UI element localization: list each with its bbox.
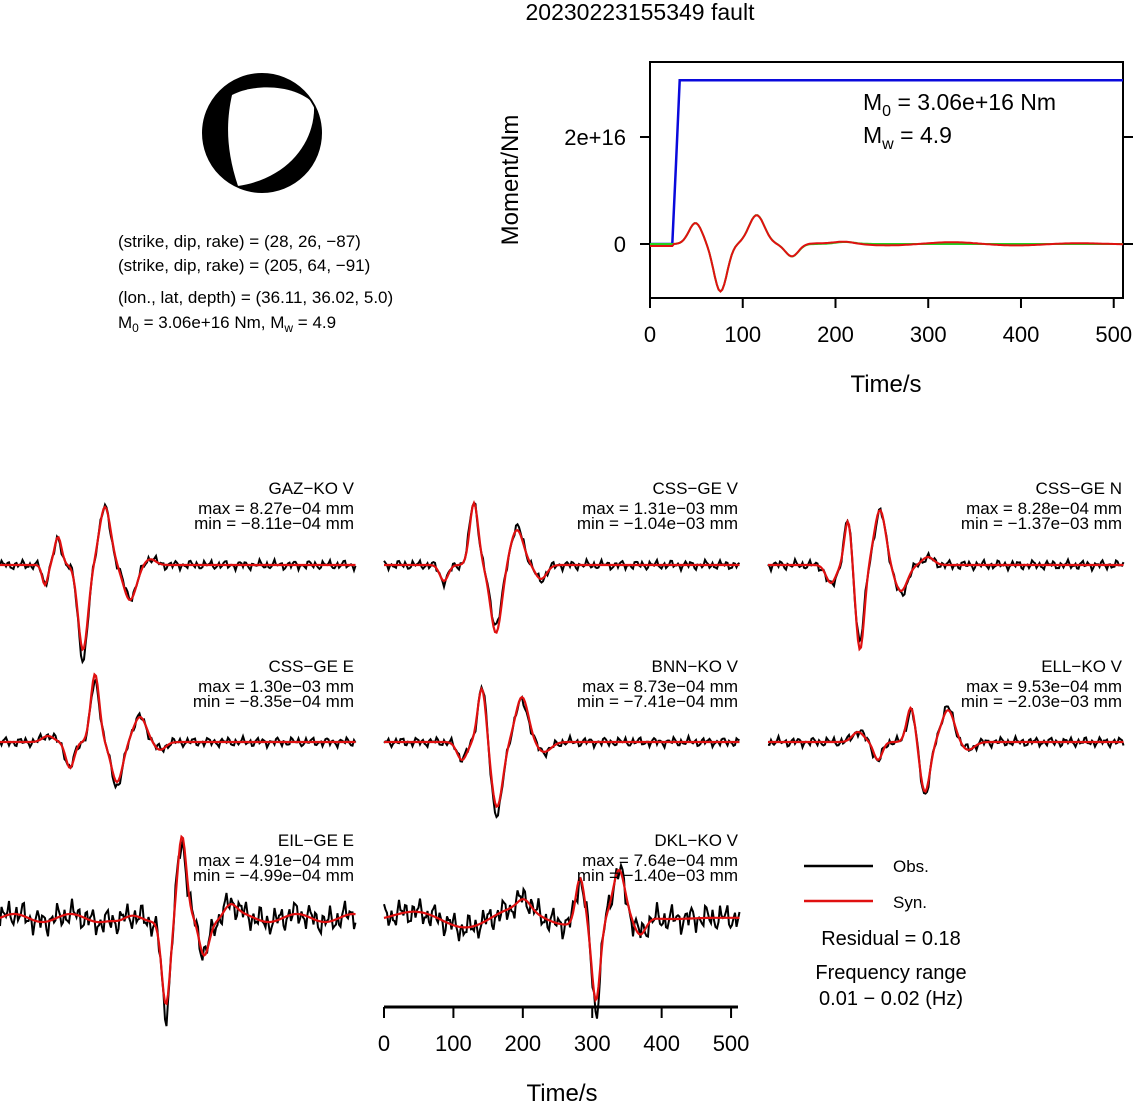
- waveform-xtick-label: 200: [504, 1031, 541, 1056]
- waveform-xtick-label: 500: [713, 1031, 750, 1056]
- moment-ytick-label: 2e+16: [564, 125, 626, 150]
- station-name: CSS−GE N: [1036, 479, 1122, 498]
- station-max: max = 7.64e−04 mm: [582, 851, 738, 870]
- moment-plot-frame: [649, 61, 1124, 299]
- synthetic-trace: [383, 868, 740, 1003]
- station-name: GAZ−KO V: [269, 479, 355, 498]
- moment-xtick-label: 500: [1095, 322, 1132, 347]
- station-name: EIL−GE E: [278, 831, 354, 850]
- station-max: max = 8.73e−04 mm: [582, 677, 738, 696]
- residual-text: Residual = 0.18: [821, 928, 961, 950]
- station-min: min = −8.11e−04 mm: [194, 514, 354, 533]
- station-min: min = −1.40e−03 mm: [577, 866, 738, 885]
- plane2-text: (strike, dip, rake) = (205, 64, −91): [118, 256, 370, 275]
- synthetic-trace: [768, 509, 1124, 652]
- observed-trace: [383, 501, 741, 626]
- waveform-xtick-label: 100: [435, 1031, 472, 1056]
- figure-title: 20230223155349 fault: [526, 0, 756, 25]
- moment-ylabel: Moment/Nm: [497, 115, 524, 246]
- waveform-xlabel: Time/s: [526, 1080, 597, 1104]
- station-name: CSS−GE E: [268, 657, 354, 676]
- synthetic-trace: [0, 672, 356, 784]
- moment-annotation: M0 = 3.06e+16 Nm: [863, 89, 1056, 120]
- station-min: min = −1.37e−03 mm: [961, 514, 1122, 533]
- moment-xtick-label: 300: [910, 322, 947, 347]
- synthetic-trace: [384, 686, 740, 809]
- station-max: max = 9.53e−04 mm: [966, 677, 1122, 696]
- station-max: max = 8.28e−04 mm: [966, 499, 1122, 518]
- station-max: max = 1.31e−03 mm: [582, 499, 738, 518]
- legend: Obs. Syn. Residual = 0.18 Frequency rang…: [804, 857, 967, 1010]
- moment-xtick-label: 0: [644, 322, 656, 347]
- moment-xlabel: Time/s: [850, 371, 921, 398]
- plane1-text: (strike, dip, rake) = (28, 26, −87): [118, 232, 361, 251]
- station-max: max = 1.30e−03 mm: [198, 677, 354, 696]
- waveform-xtick-label: 300: [574, 1031, 611, 1056]
- magnitude-annotation: Mw = 4.9: [863, 122, 952, 153]
- station-max: max = 8.27e−04 mm: [198, 499, 354, 518]
- station-min: min = −1.04e−03 mm: [577, 514, 738, 533]
- moment-xtick-label: 100: [724, 322, 761, 347]
- moment-rate-curve-red: [650, 214, 1123, 293]
- station-min: min = −8.35e−04 mm: [193, 692, 354, 711]
- location-text: (lon., lat, depth) = (36.11, 36.02, 5.0): [118, 288, 393, 307]
- waveform-time-axis: Time/s 0 100 200 300 400 500: [378, 1005, 750, 1104]
- observed-trace: [767, 705, 1125, 795]
- station-min: min = −7.41e−04 mm: [577, 692, 738, 711]
- waveform-xtick-label: 400: [643, 1031, 680, 1056]
- frequency-title: Frequency range: [815, 962, 966, 984]
- station-name: BNN−KO V: [652, 657, 739, 676]
- observed-trace: [383, 861, 741, 1019]
- moment-ytick-label: 0: [614, 232, 626, 257]
- station-min: min = −2.03e−03 mm: [961, 692, 1122, 711]
- moment-rate-curve-green: [650, 214, 1123, 293]
- synthetic-trace: [768, 705, 1124, 794]
- moment-xtick-label: 400: [1003, 322, 1040, 347]
- station-name: CSS−GE V: [652, 479, 738, 498]
- legend-syn-label: Syn.: [893, 893, 927, 912]
- synthetic-trace: [384, 499, 740, 634]
- station-min: min = −4.99e−04 mm: [193, 866, 354, 885]
- station-name: DKL−KO V: [654, 831, 738, 850]
- synthetic-trace: [0, 834, 356, 1006]
- frequency-value: 0.01 − 0.02 (Hz): [819, 988, 963, 1010]
- station-max: max = 4.91e−04 mm: [198, 851, 354, 870]
- station-name: ELL−KO V: [1041, 657, 1122, 676]
- waveform-xtick-label: 0: [378, 1031, 390, 1056]
- legend-obs-label: Obs.: [893, 857, 929, 876]
- synthetic-trace: [0, 505, 356, 652]
- moment-xtick-label: 200: [817, 322, 854, 347]
- beachball-icon: [202, 73, 322, 193]
- moment-text: M0 = 3.06e+16 Nm, Mw = 4.9: [118, 313, 336, 335]
